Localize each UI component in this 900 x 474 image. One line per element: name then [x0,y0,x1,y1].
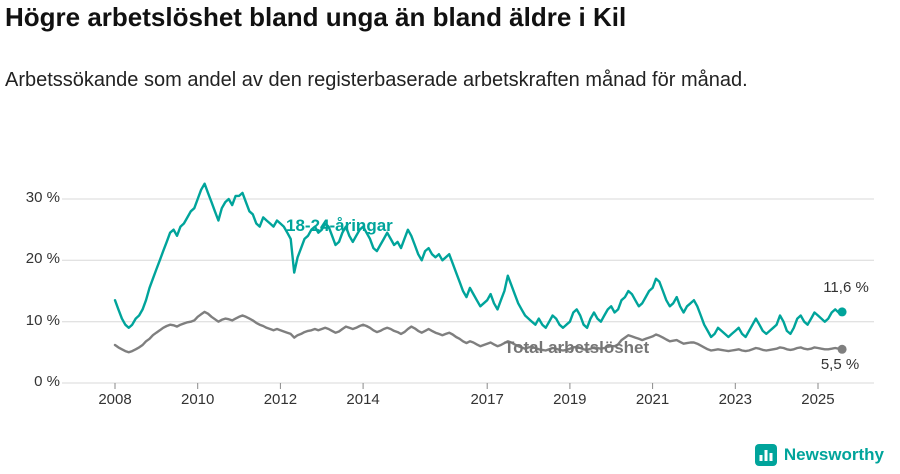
y-tick-label: 0 % [34,373,60,390]
newsworthy-bar-chart-icon [754,444,777,466]
chart-subtitle: Arbetssökande som andel av den registerb… [5,69,748,91]
y-tick-label: 30 % [25,189,60,206]
x-tick-label: 2019 [553,391,587,408]
y-tick-label: 20 % [25,250,60,268]
end-value-label-total: 5,5 % [820,356,860,373]
x-tick-label: 2014 [346,391,380,408]
y-tick-label: 10 % [25,311,60,329]
x-tick-label: 2010 [181,391,215,408]
x-tick-label: 2008 [98,391,132,408]
x-tick-label: 2025 [801,391,835,408]
end-value-label-young: 11,6 % [823,279,869,296]
newsworthy-wordmark: Newsworthy [783,445,884,464]
series-label-young: 18-24-åringar [286,216,393,235]
series-label-total: Total arbetslöshet [504,338,650,357]
x-tick-label: 2017 [470,391,504,408]
x-tick-label: 2012 [263,391,298,408]
x-tick-label: 2023 [718,391,752,408]
chart-title: Högre arbetslöshet bland unga än bland ä… [5,2,627,32]
newsworthy-logo: Newsworthy [754,444,884,466]
x-tick-label: 2021 [635,391,670,408]
